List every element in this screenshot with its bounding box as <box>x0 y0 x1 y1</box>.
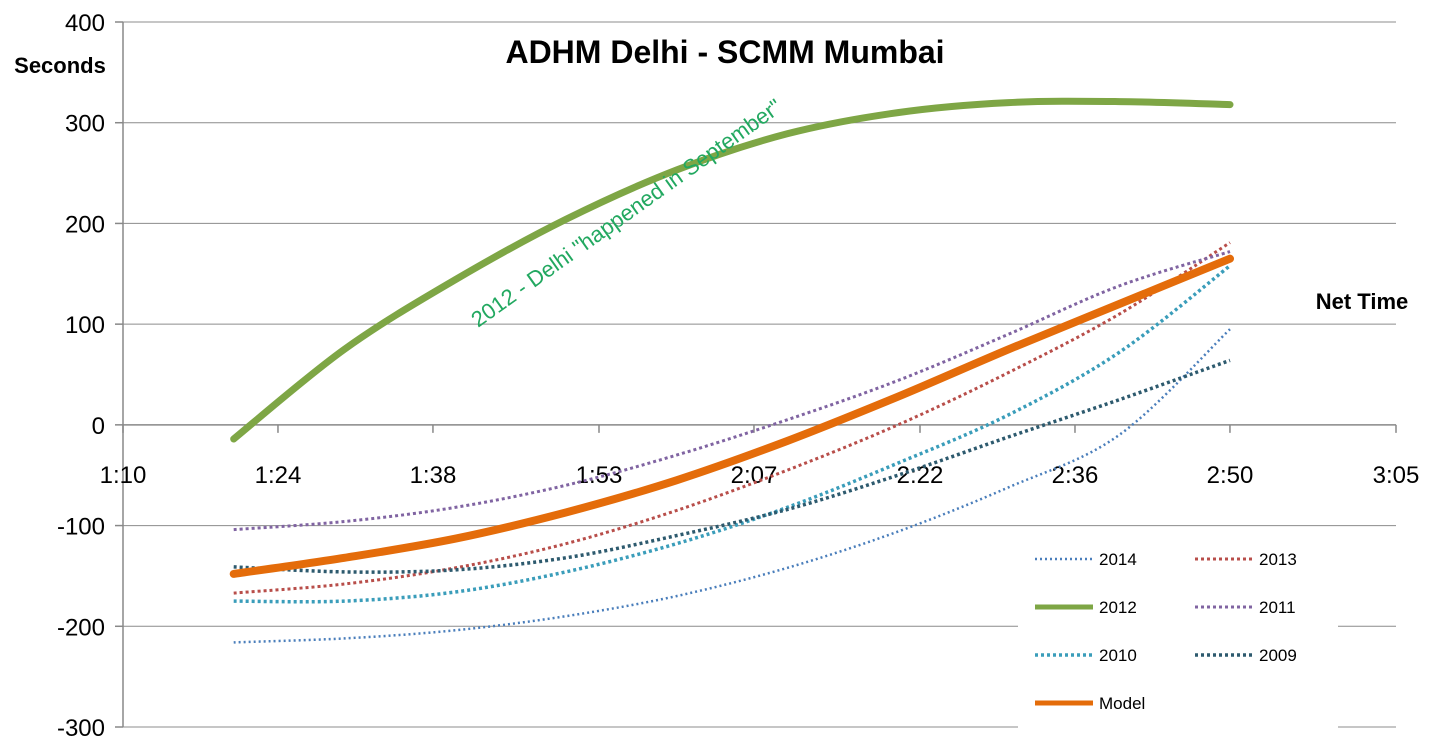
series-layer <box>229 97 1234 644</box>
gridlines <box>123 21 1396 728</box>
series-line-2011 <box>233 250 1231 532</box>
series-line-2013 <box>233 241 1231 595</box>
x-tick-label: 2:22 <box>897 462 944 489</box>
y-tick-label: 400 <box>65 10 105 37</box>
x-tick-label: 2:07 <box>731 462 778 489</box>
y-ticks: 400 300 200 100 0 -100 -200 -300 <box>57 10 123 742</box>
x-tick-label: 1:53 <box>576 462 623 489</box>
y-axis-label: Seconds <box>14 53 106 78</box>
y-tick-label: -100 <box>57 514 105 541</box>
x-axis-label: Net Time <box>1316 289 1409 314</box>
legend-label-2010: 2010 <box>1099 646 1137 665</box>
y-tick-label: 300 <box>65 111 105 138</box>
y-tick-label: 200 <box>65 211 105 238</box>
x-tick-label: 1:38 <box>410 462 457 489</box>
legend-label-2009: 2009 <box>1259 646 1297 665</box>
legend: 2014 2013 2012 2011 2010 2009 Model <box>1018 530 1338 735</box>
annotation-2012: 2012 - Delhi "happened in September" <box>466 94 786 332</box>
legend-label-2012: 2012 <box>1099 598 1137 617</box>
series-line-2012 <box>230 97 1234 443</box>
y-tick-label: 0 <box>92 413 105 440</box>
x-tick-label: 1:24 <box>255 462 302 489</box>
y-tick-label: -300 <box>57 715 105 742</box>
legend-label-2014: 2014 <box>1099 550 1137 569</box>
x-tick-label: 3:05 <box>1373 462 1420 489</box>
y-tick-label: 100 <box>65 312 105 339</box>
series-line-2010 <box>233 264 1232 604</box>
chart-title: ADHM Delhi - SCMM Mumbai <box>505 34 944 70</box>
legend-label-model: Model <box>1099 694 1145 713</box>
series-line-model <box>229 254 1234 578</box>
legend-label-2013: 2013 <box>1259 550 1297 569</box>
legend-label-2011: 2011 <box>1259 598 1296 617</box>
x-tick-label: 2:50 <box>1207 462 1254 489</box>
series-line-2014 <box>233 328 1231 644</box>
x-tick-label: 1:10 <box>100 462 147 489</box>
y-tick-label: -200 <box>57 614 105 641</box>
x-ticks: 1:10 1:24 1:38 1:53 2:07 2:22 2:36 2:50 3:05 <box>100 424 1420 489</box>
